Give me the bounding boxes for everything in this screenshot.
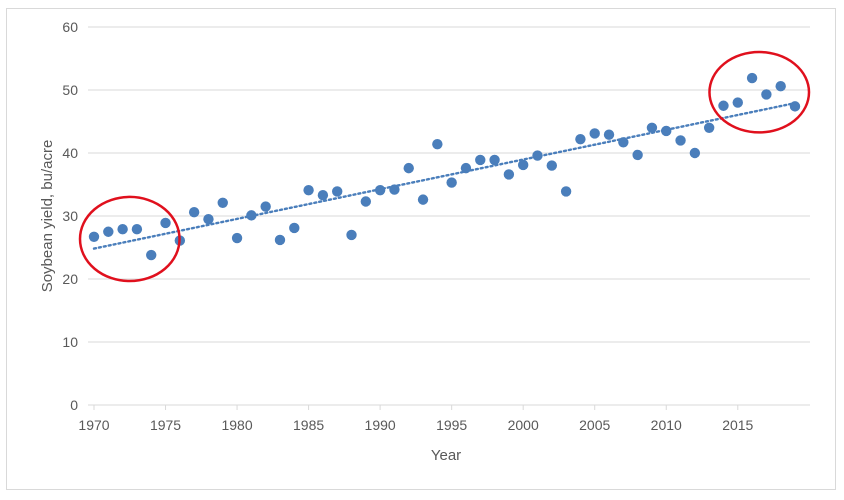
data-point: [460, 162, 472, 174]
y-tick-label: 50: [62, 82, 78, 98]
data-point: [675, 135, 686, 146]
data-point: [131, 224, 143, 235]
data-point: [160, 217, 171, 229]
data-point: [646, 122, 658, 133]
data-point: [360, 196, 372, 207]
y-tick-label: 10: [62, 334, 78, 350]
data-point: [761, 89, 772, 100]
data-point: [789, 101, 801, 112]
data-point: [575, 133, 586, 145]
x-tick-label: 1975: [150, 417, 181, 433]
x-tick-label: 1985: [293, 417, 324, 433]
data-point: [560, 186, 572, 197]
data-point: [117, 224, 128, 235]
data-point: [317, 190, 329, 201]
data-point: [503, 169, 515, 180]
chart-frame: [6, 8, 836, 490]
data-point: [775, 81, 786, 92]
x-tick-label: 2005: [579, 417, 610, 433]
x-axis-title: Year: [431, 447, 461, 464]
data-point: [546, 160, 557, 171]
data-point: [346, 229, 357, 241]
x-tick-label: 1980: [221, 417, 252, 433]
y-tick-label: 0: [70, 397, 78, 413]
data-point: [532, 150, 543, 161]
y-tick-labels: 0 10 20 30 40 50 60: [62, 19, 78, 413]
data-point: [632, 149, 643, 161]
data-point: [417, 194, 429, 205]
y-axis-title: Soybean yield, bu/acre: [39, 140, 56, 293]
data-point: [603, 129, 615, 140]
highlight-ellipse-1: [78, 195, 181, 283]
data-point: [517, 159, 529, 171]
data-point: [274, 234, 286, 246]
x-tick-label: 1970: [78, 417, 109, 433]
data-point: [489, 154, 500, 166]
x-tick-label: 1990: [365, 417, 396, 433]
data-point: [203, 213, 214, 225]
data-point: [103, 226, 114, 237]
data-point: [432, 138, 443, 150]
data-point: [231, 232, 243, 244]
data-point: [689, 147, 701, 159]
data-point: [446, 177, 457, 188]
y-tick-label: 60: [62, 19, 78, 35]
data-point: [389, 184, 400, 195]
data-point: [661, 125, 672, 137]
data-point: [589, 128, 600, 139]
x-tick-label: 2010: [651, 417, 682, 433]
data-point: [618, 137, 629, 148]
x-tick-label: 2000: [508, 417, 539, 433]
x-tick-label: 2015: [722, 417, 753, 433]
y-tick-label: 20: [62, 271, 78, 287]
data-point: [475, 154, 486, 166]
data-point: [88, 231, 100, 242]
data-point: [718, 100, 729, 111]
data-point: [289, 222, 300, 234]
y-tick-label: 40: [62, 145, 78, 161]
x-tick-labels: 1970 1975 1980 1985 1990 1995 2000 2005 2010 2015: [78, 417, 753, 433]
trendline-line: [92, 101, 797, 250]
data-point: [403, 162, 414, 174]
trendline: [92, 101, 797, 250]
data-point: [732, 97, 743, 108]
data-point: [246, 210, 257, 221]
data-point: [303, 184, 314, 196]
data-point: [703, 122, 715, 133]
data-points: [88, 72, 801, 261]
data-point: [332, 186, 343, 197]
data-point: [260, 201, 271, 212]
data-point: [146, 249, 157, 261]
x-tick-label: 1995: [436, 417, 467, 433]
data-point: [746, 72, 758, 84]
data-point: [217, 197, 228, 208]
data-point: [374, 184, 386, 196]
y-tick-label: 30: [62, 208, 78, 224]
highlight-ellipse-2: [708, 50, 811, 134]
gridlines: [88, 26, 810, 410]
data-point: [188, 207, 200, 218]
highlight-ellipses: [78, 50, 811, 283]
